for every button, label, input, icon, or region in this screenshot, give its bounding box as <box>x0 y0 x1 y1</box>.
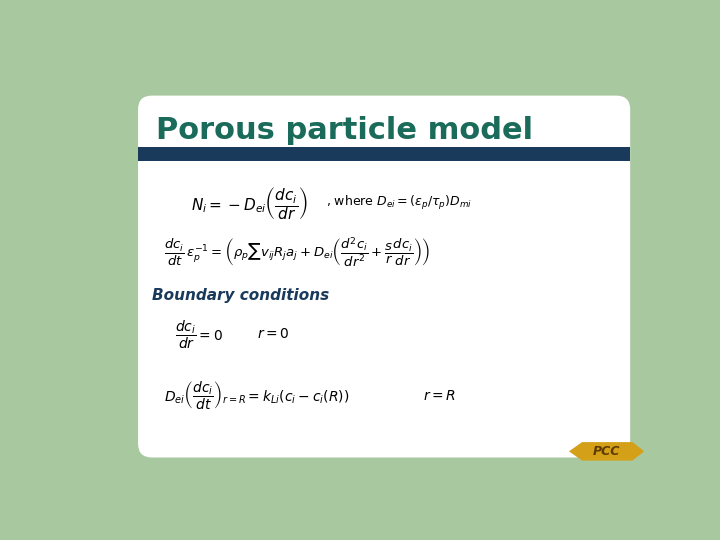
Text: $r = 0$: $r = 0$ <box>256 327 289 341</box>
Text: $\dfrac{dc_i}{dr} = 0$: $\dfrac{dc_i}{dr} = 0$ <box>175 318 223 350</box>
Text: , where $D_{ei}=(\varepsilon_p/\tau_p)D_{mi}$: , where $D_{ei}=(\varepsilon_p/\tau_p)D_… <box>326 194 473 212</box>
FancyBboxPatch shape <box>138 96 630 457</box>
Text: Boundary conditions: Boundary conditions <box>152 288 329 303</box>
Bar <box>138 147 630 161</box>
Text: $D_{ei}\left(\dfrac{dc_i}{dt}\right)_{r=R} = k_{Li}\left(c_i - c_i(R)\right)$: $D_{ei}\left(\dfrac{dc_i}{dt}\right)_{r=… <box>163 380 349 412</box>
Text: PCC: PCC <box>593 445 620 458</box>
Text: $r = R$: $r = R$ <box>423 389 456 403</box>
Text: Porous particle model: Porous particle model <box>156 116 533 145</box>
Text: $N_i = -D_{ei}\left(\dfrac{dc_i}{dr}\right)$: $N_i = -D_{ei}\left(\dfrac{dc_i}{dr}\rig… <box>191 185 307 222</box>
Polygon shape <box>569 442 644 461</box>
Text: $\dfrac{dc_i}{dt}\,\varepsilon_p^{-1} = \left(\rho_p\sum v_{ij}R_j a_j + D_{ei}\: $\dfrac{dc_i}{dt}\,\varepsilon_p^{-1} = … <box>163 237 430 271</box>
